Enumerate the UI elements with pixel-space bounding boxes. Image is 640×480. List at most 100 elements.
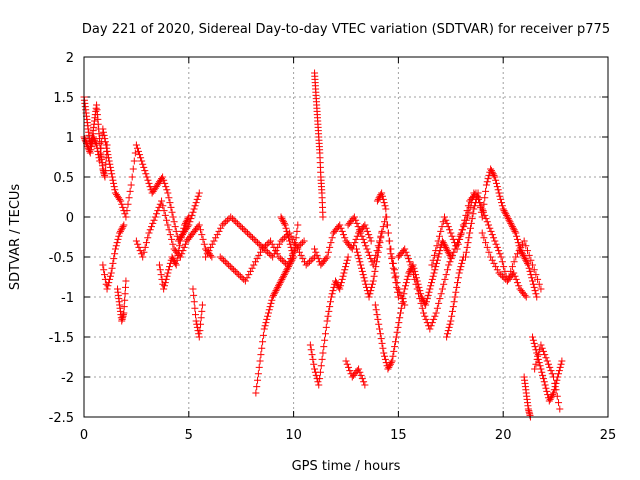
data-point (267, 237, 275, 245)
data-point (91, 136, 99, 144)
data-point (325, 307, 333, 315)
data-point (166, 263, 174, 271)
data-point (490, 234, 498, 242)
data-point (146, 226, 154, 234)
data-point (389, 264, 397, 272)
data-point (519, 251, 527, 259)
data-point (189, 208, 197, 216)
data-point (394, 293, 402, 301)
data-point (198, 231, 206, 239)
data-point (168, 208, 176, 216)
data-point (471, 202, 479, 210)
data-point (381, 355, 389, 363)
data-point (356, 368, 364, 376)
data-point (408, 266, 416, 274)
data-point (392, 272, 400, 280)
data-point (440, 240, 448, 248)
data-point (128, 173, 136, 181)
data-point (456, 235, 464, 243)
data-point (267, 251, 275, 259)
data-point (332, 277, 340, 285)
data-point (387, 250, 395, 258)
data-point (101, 138, 109, 146)
data-point (166, 199, 174, 207)
data-point (269, 293, 277, 301)
data-point (421, 312, 429, 320)
data-point (507, 219, 515, 227)
data-point (260, 325, 268, 333)
data-point (107, 269, 115, 277)
data-point (178, 231, 186, 239)
data-point (539, 371, 547, 379)
y-tick-label: 1.5 (53, 91, 74, 106)
x-tick-label: 5 (185, 428, 193, 443)
data-point (230, 216, 238, 224)
data-point (108, 170, 116, 178)
data-point (89, 133, 97, 141)
data-point (265, 239, 273, 247)
data-point (402, 279, 410, 287)
data-point (196, 327, 204, 335)
data-point (176, 237, 184, 245)
data-point (438, 285, 446, 293)
data-point (387, 359, 395, 367)
data-point (511, 272, 519, 280)
data-point (501, 267, 509, 275)
data-point (291, 240, 299, 248)
data-point (458, 259, 466, 267)
data-point (443, 333, 451, 341)
data-point (175, 247, 183, 255)
data-point (497, 253, 505, 261)
data-point (372, 263, 380, 271)
data-point (367, 237, 375, 245)
data-point (412, 280, 420, 288)
data-point (147, 223, 155, 231)
data-point (162, 275, 170, 283)
data-point (223, 216, 231, 224)
data-point (402, 248, 410, 256)
data-point (485, 248, 493, 256)
data-point (547, 367, 555, 375)
data-point (346, 367, 354, 375)
data-point (241, 277, 249, 285)
data-point (435, 299, 443, 307)
data-point (381, 202, 389, 210)
data-point (482, 181, 490, 189)
data-point (355, 226, 363, 234)
data-point (435, 250, 443, 258)
data-point (508, 223, 516, 231)
data-point (278, 215, 286, 223)
data-point (381, 352, 389, 360)
data-point (130, 157, 138, 165)
data-point (541, 351, 549, 359)
data-point (410, 264, 418, 272)
data-point (396, 309, 404, 317)
data-point (453, 283, 461, 291)
data-point (505, 216, 513, 224)
data-point (491, 173, 499, 181)
data-point (178, 250, 186, 258)
data-point (235, 271, 243, 279)
data-point (546, 395, 554, 403)
data-point (379, 195, 387, 203)
data-point (360, 378, 368, 386)
data-point (177, 234, 185, 242)
data-point (492, 263, 500, 271)
data-point (459, 256, 467, 264)
data-point (512, 253, 520, 261)
data-point (273, 285, 281, 293)
y-tick-label: -2.5 (49, 411, 74, 426)
data-point (262, 242, 270, 250)
data-point (217, 224, 225, 232)
data-point (314, 255, 322, 263)
data-point (376, 325, 384, 333)
data-point (344, 253, 352, 261)
data-point (413, 285, 421, 293)
data-point (254, 376, 262, 384)
data-point (476, 199, 484, 207)
data-point (508, 263, 516, 271)
data-point (392, 279, 400, 287)
data-point (341, 234, 349, 242)
data-point (335, 283, 343, 291)
data-point (109, 176, 117, 184)
